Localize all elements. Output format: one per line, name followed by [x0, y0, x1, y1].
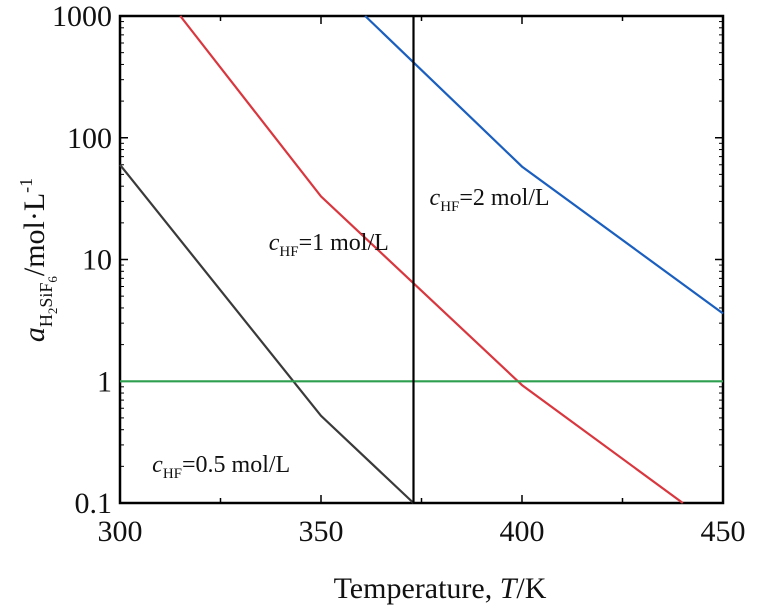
x-tick-label: 450 — [701, 515, 746, 548]
y-tick-label: 100 — [67, 122, 112, 155]
annotations: cHF=0.5 mol/L cHF=1 mol/L cHF=2 mol/L — [152, 185, 549, 482]
axis-ticks — [119, 15, 724, 504]
y-tick-label: 0.1 — [75, 487, 113, 520]
y-tick-label: 1000 — [52, 0, 112, 33]
y-tick-label: 1 — [97, 365, 112, 398]
x-tick-label: 350 — [299, 515, 344, 548]
x-tick-label: 300 — [98, 515, 143, 548]
y-axis-title: aH2SiF6/mol·L-1 — [16, 178, 60, 342]
annotation-2: cHF=1 mol/L — [269, 230, 389, 260]
series-line-2 — [179, 15, 684, 504]
plot-frame — [118, 14, 725, 505]
x-axis-title: Temperature, T/K — [334, 572, 547, 605]
y-tick-label: 10 — [82, 244, 112, 277]
annotation-3: cHF=2 mol/L — [430, 185, 550, 215]
x-tick-label: 400 — [500, 515, 545, 548]
tick-labels: 300 350 400 450 0.1 1 10 100 1000 — [52, 0, 746, 548]
series-group — [119, 15, 724, 504]
series-line-3 — [364, 15, 724, 315]
series-line-1 — [119, 164, 415, 504]
annotation-1: cHF=0.5 mol/L — [152, 452, 290, 482]
